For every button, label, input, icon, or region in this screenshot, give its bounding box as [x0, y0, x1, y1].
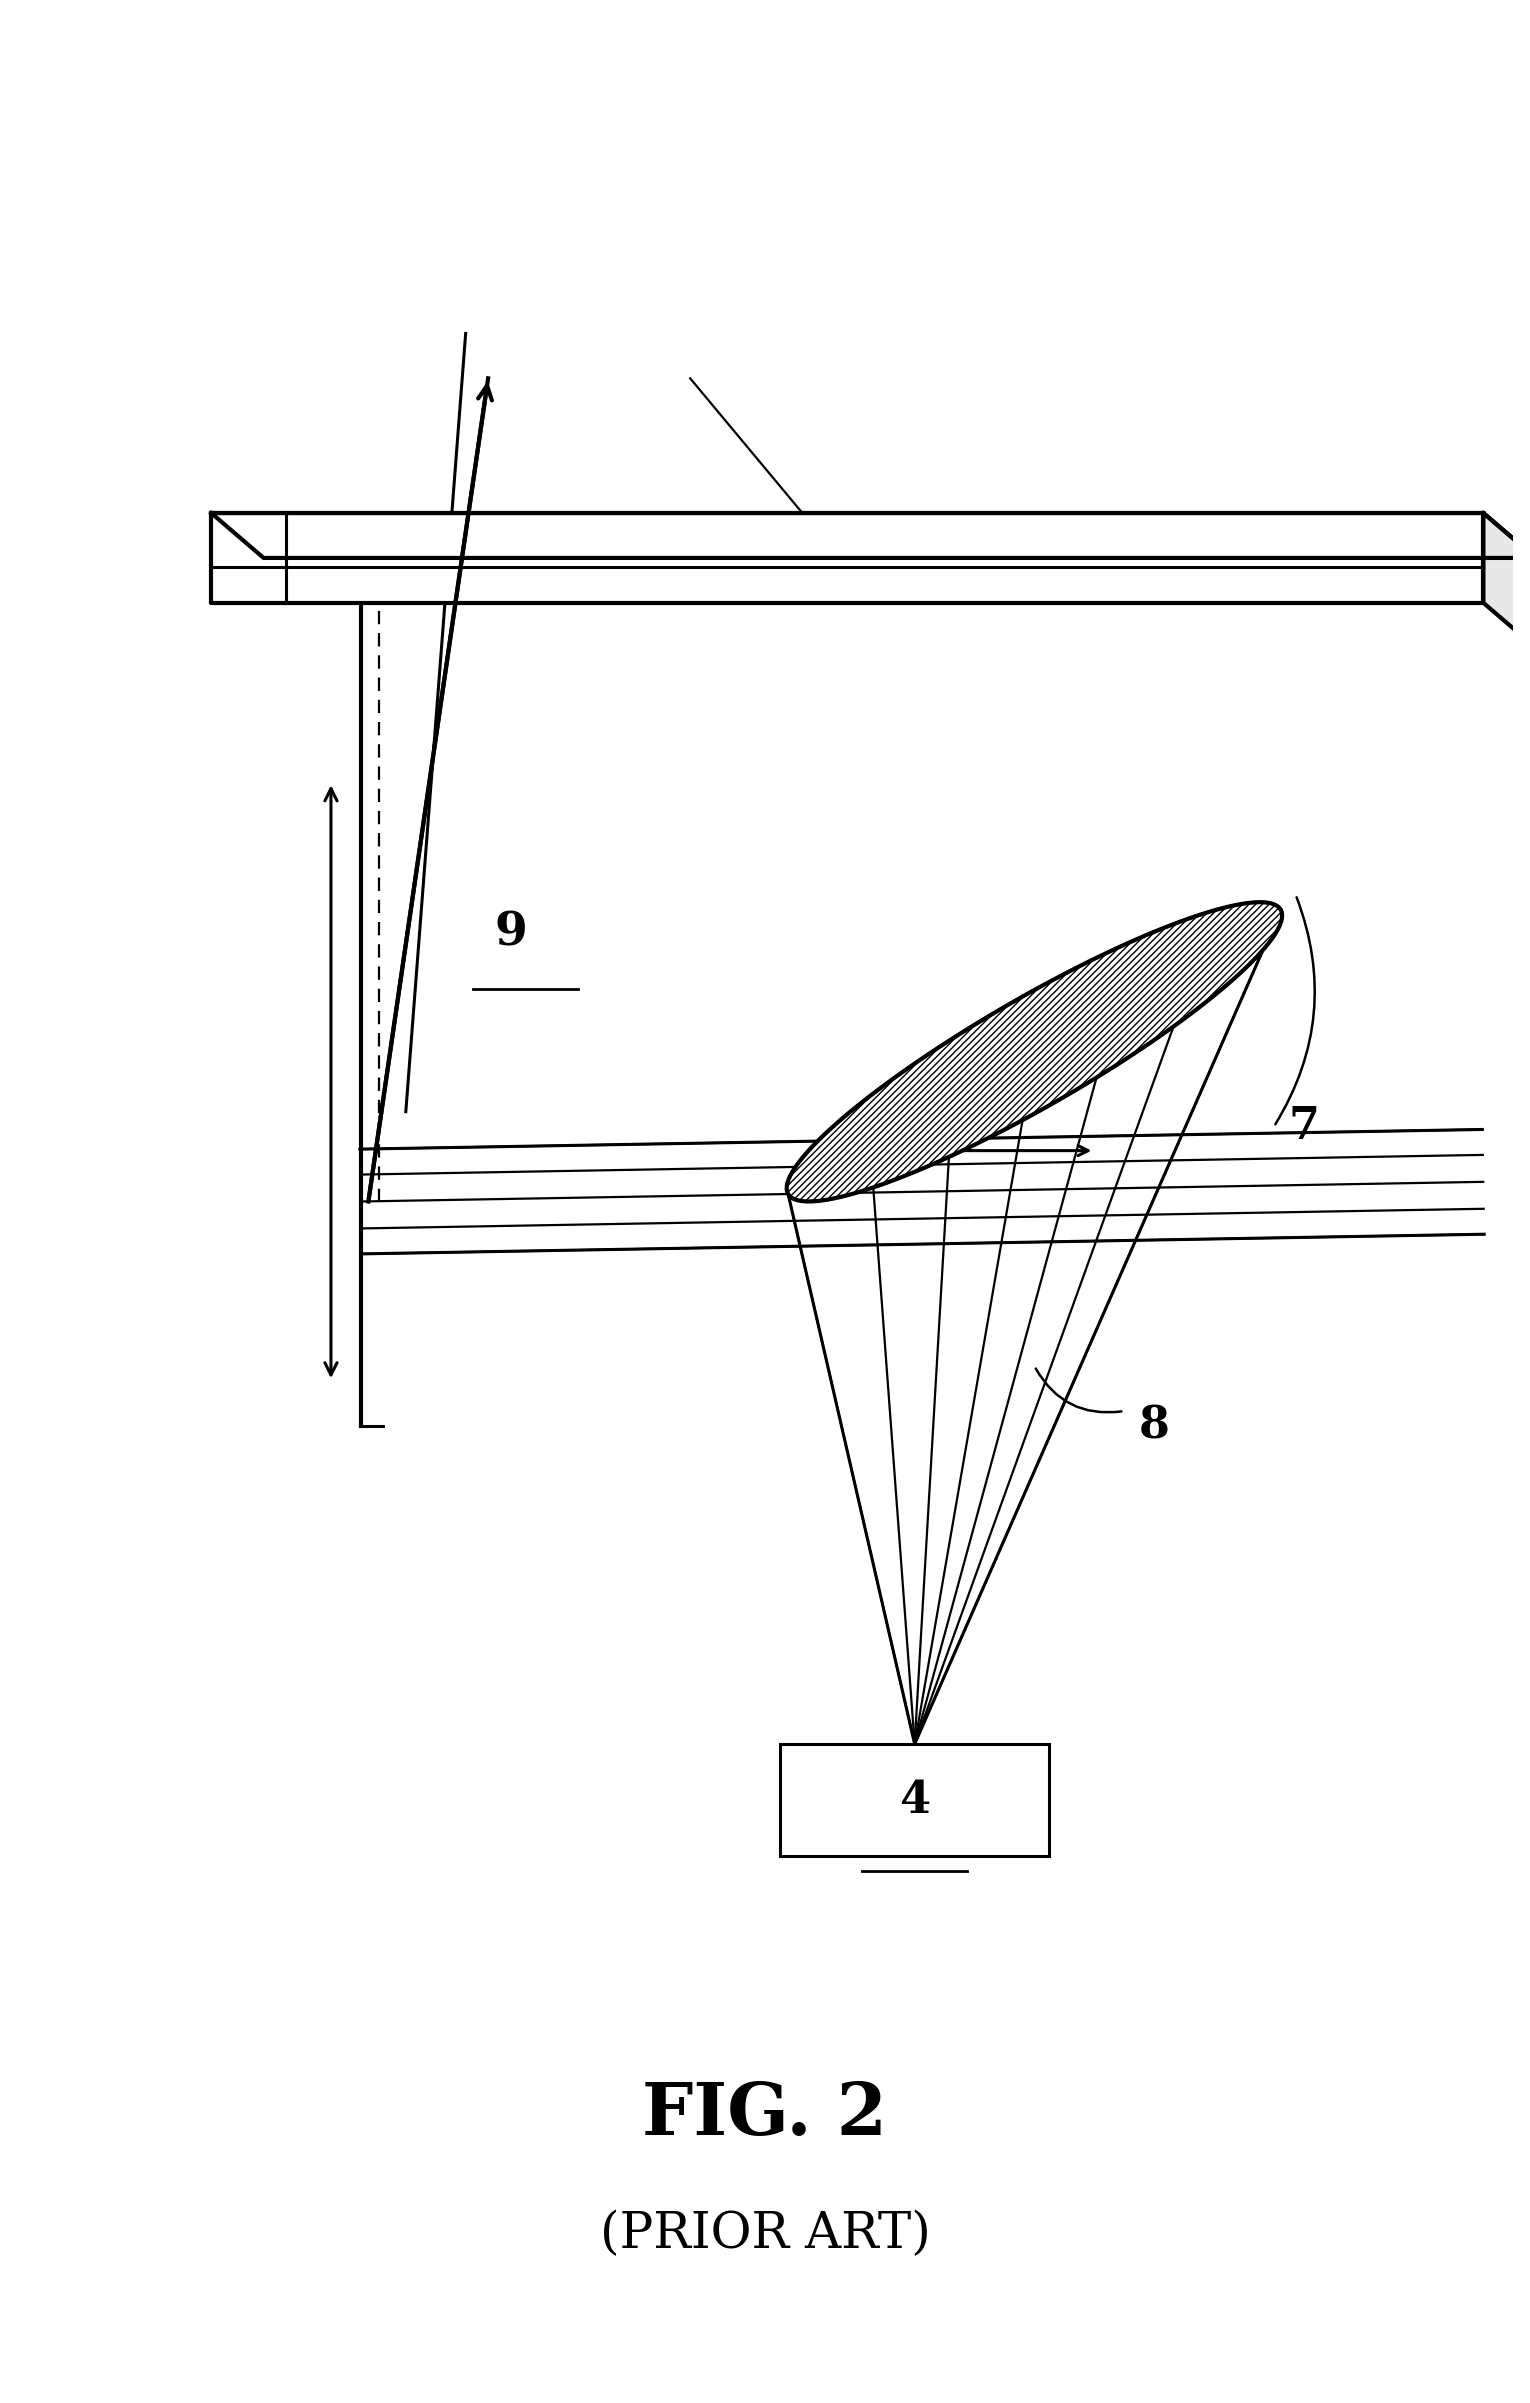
Text: 7: 7 [1288, 1105, 1319, 1149]
Polygon shape [211, 512, 1484, 603]
Text: 8: 8 [1138, 1403, 1169, 1447]
Text: 4: 4 [900, 1778, 930, 1821]
Polygon shape [786, 901, 1282, 1202]
Text: 9: 9 [494, 908, 526, 954]
Polygon shape [1484, 512, 1530, 649]
Bar [780, 1745, 1050, 1855]
Polygon shape [211, 512, 1530, 557]
Text: (PRIOR ART): (PRIOR ART) [600, 2208, 930, 2259]
Text: FIG. 2: FIG. 2 [643, 2079, 887, 2151]
